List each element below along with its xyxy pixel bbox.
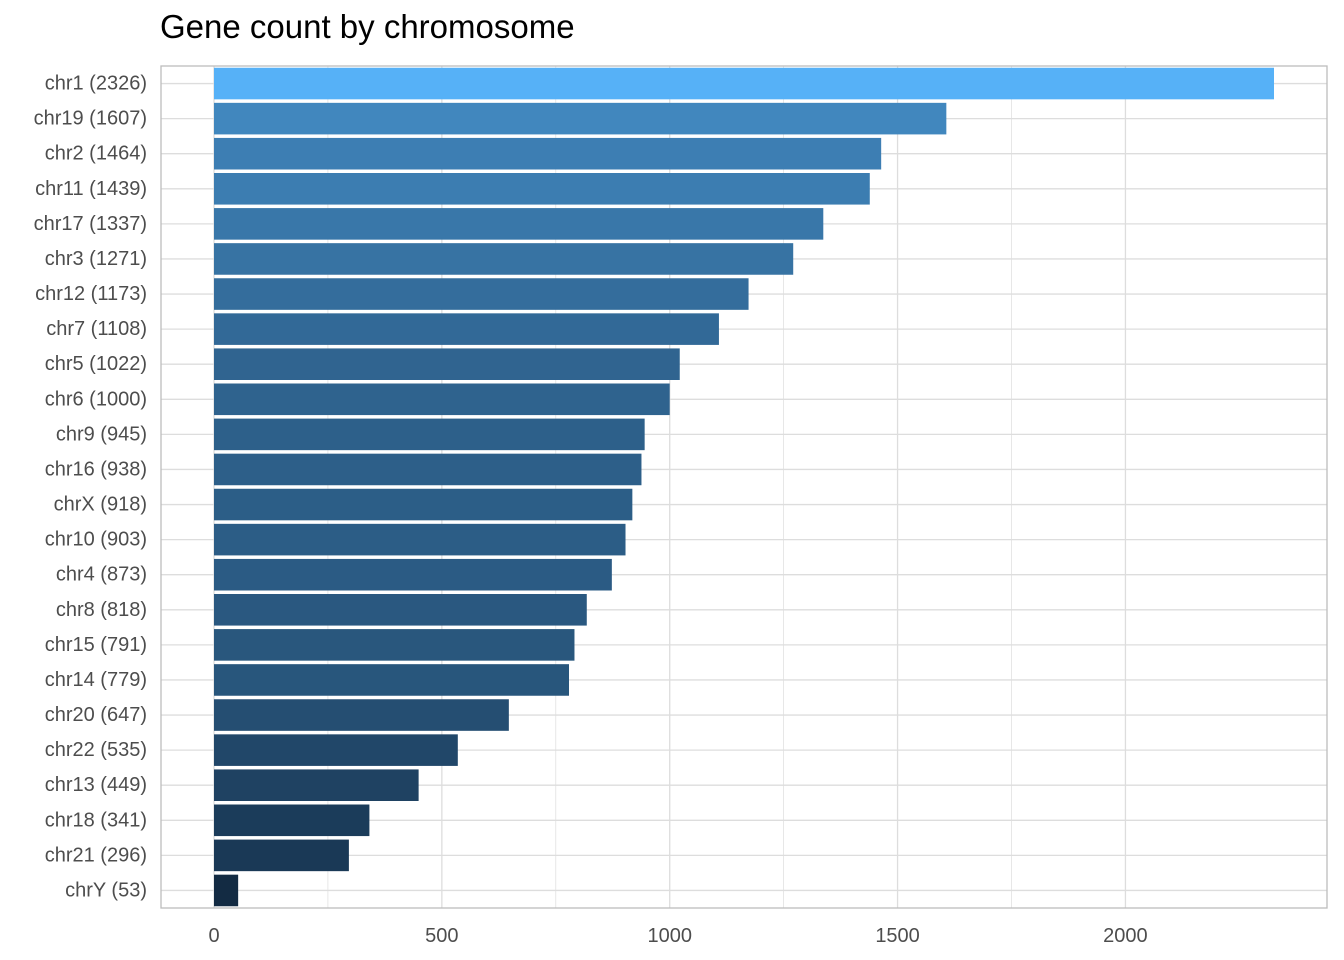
- y-tick-label: chr12 (1173): [35, 283, 147, 305]
- bar: [214, 558, 612, 591]
- y-tick-label: chr21 (296): [45, 844, 147, 866]
- bar: [214, 383, 670, 416]
- bar: [214, 594, 587, 626]
- x-tick-label: 1000: [647, 925, 692, 947]
- panel-border: [160, 65, 1328, 909]
- bar: [214, 839, 349, 872]
- bar: [214, 173, 870, 205]
- y-tick-label: chrX (918): [54, 494, 147, 516]
- y-tick-label: chr18 (341): [45, 809, 147, 831]
- bar: [214, 523, 626, 556]
- y-tick-label: chr7 (1108): [46, 318, 147, 340]
- y-tick-label: chrY (53): [65, 879, 147, 901]
- x-axis-labels: 0 500 1000 1500 2000: [208, 925, 1147, 947]
- bar: [214, 769, 419, 801]
- bar: [214, 278, 749, 310]
- bar: [214, 137, 882, 170]
- y-tick-label: chr8 (818): [56, 599, 147, 621]
- bar: [214, 313, 719, 345]
- bar: [214, 488, 633, 521]
- x-tick-label: 1500: [875, 925, 920, 947]
- y-tick-label: chr6 (1000): [45, 388, 147, 410]
- bar: [214, 664, 570, 696]
- y-tick-label: chr20 (647): [45, 704, 147, 726]
- bar: [214, 348, 680, 380]
- x-tick-label: 2000: [1103, 925, 1148, 947]
- y-tick-label: chr15 (791): [45, 634, 147, 656]
- y-tick-label: chr10 (903): [45, 529, 147, 551]
- y-tick-label: chr3 (1271): [45, 248, 147, 270]
- bar: [214, 453, 642, 486]
- y-tick-label: chr2 (1464): [45, 143, 147, 165]
- y-tick-label: chr11 (1439): [35, 178, 147, 200]
- bar: [214, 208, 824, 240]
- bar: [214, 699, 509, 731]
- y-tick-label: chr19 (1607): [34, 108, 147, 130]
- y-tick-label: chr1 (2326): [45, 73, 147, 95]
- bar: [214, 804, 370, 837]
- bars: [214, 67, 1274, 907]
- bar: [214, 243, 794, 275]
- y-tick-label: chr17 (1337): [34, 213, 147, 235]
- y-tick-label: chr13 (449): [45, 774, 147, 796]
- bar: [214, 67, 1274, 100]
- y-tick-label: chr22 (535): [45, 739, 147, 761]
- x-tick-label: 0: [208, 925, 219, 947]
- chart-title: Gene count by chromosome: [160, 8, 575, 45]
- bar: [214, 874, 239, 907]
- y-tick-label: chr5 (1022): [45, 353, 147, 375]
- y-tick-label: chr4 (873): [56, 564, 147, 586]
- bar: [214, 418, 645, 451]
- y-tick-label: chr9 (945): [56, 423, 147, 445]
- y-axis-labels: chr1 (2326) chr19 (1607) chr2 (1464) chr11 …: [34, 73, 147, 902]
- y-tick-label: chr14 (779): [45, 669, 147, 691]
- bar: [214, 629, 575, 661]
- bar: [214, 102, 947, 135]
- bar: [214, 734, 458, 766]
- y-tick-label: chr16 (938): [45, 458, 147, 480]
- x-tick-label: 500: [425, 925, 458, 947]
